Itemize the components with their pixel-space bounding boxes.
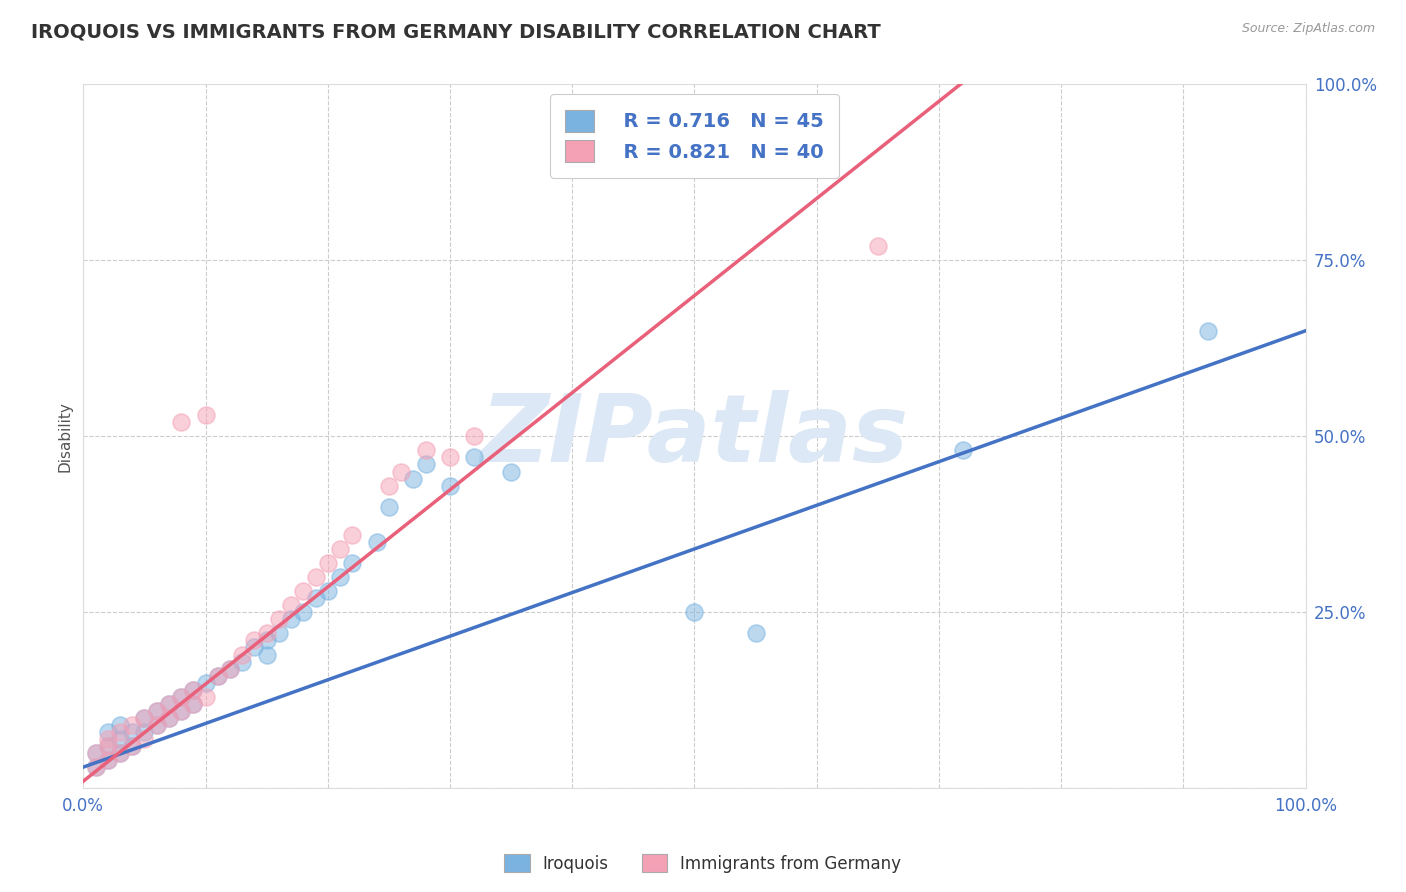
Point <box>1197 324 1219 338</box>
Point <box>108 746 131 760</box>
Point <box>145 704 167 718</box>
Legend: Iroquois, Immigrants from Germany: Iroquois, Immigrants from Germany <box>498 847 908 880</box>
Point <box>108 731 131 746</box>
Point <box>501 465 523 479</box>
Point <box>292 605 315 619</box>
Point <box>181 697 204 711</box>
Point <box>145 718 167 732</box>
Point <box>121 739 143 753</box>
Point <box>121 739 143 753</box>
Point <box>108 746 131 760</box>
Point <box>145 718 167 732</box>
Point <box>108 718 131 732</box>
Point <box>340 528 363 542</box>
Point <box>97 731 120 746</box>
Legend:   R = 0.716   N = 45,   R = 0.821   N = 40: R = 0.716 N = 45, R = 0.821 N = 40 <box>550 95 839 178</box>
Point <box>97 753 120 767</box>
Text: IROQUOIS VS IMMIGRANTS FROM GERMANY DISABILITY CORRELATION CHART: IROQUOIS VS IMMIGRANTS FROM GERMANY DISA… <box>31 22 880 41</box>
Point <box>243 633 266 648</box>
Point <box>194 675 217 690</box>
Point <box>97 739 120 753</box>
Point <box>439 478 461 492</box>
Point <box>219 662 242 676</box>
Point <box>256 633 278 648</box>
Point <box>84 760 107 774</box>
Point <box>181 682 204 697</box>
Point <box>267 626 290 640</box>
Point <box>378 500 401 514</box>
Point <box>194 690 217 704</box>
Point <box>243 640 266 655</box>
Point <box>402 472 425 486</box>
Point <box>744 626 766 640</box>
Point <box>304 570 326 584</box>
Point <box>231 648 253 662</box>
Point <box>170 690 193 704</box>
Point <box>415 443 437 458</box>
Point <box>866 239 889 253</box>
Point <box>97 725 120 739</box>
Point <box>256 626 278 640</box>
Point <box>145 704 167 718</box>
Point <box>84 746 107 760</box>
Point <box>316 556 339 570</box>
Point <box>97 753 120 767</box>
Point <box>267 612 290 626</box>
Y-axis label: Disability: Disability <box>58 401 72 472</box>
Text: Source: ZipAtlas.com: Source: ZipAtlas.com <box>1241 22 1375 36</box>
Point <box>378 478 401 492</box>
Point <box>439 450 461 465</box>
Point <box>170 704 193 718</box>
Point <box>170 415 193 429</box>
Point <box>170 690 193 704</box>
Point <box>84 746 107 760</box>
Point <box>134 725 156 739</box>
Point <box>304 591 326 606</box>
Point <box>121 718 143 732</box>
Point <box>97 739 120 753</box>
Point <box>157 697 180 711</box>
Point <box>366 535 388 549</box>
Point <box>84 760 107 774</box>
Point <box>463 429 485 443</box>
Point <box>340 556 363 570</box>
Point <box>415 458 437 472</box>
Point <box>292 584 315 599</box>
Point <box>231 655 253 669</box>
Point <box>683 605 706 619</box>
Point <box>194 408 217 422</box>
Point <box>207 668 229 682</box>
Point <box>134 711 156 725</box>
Point <box>329 570 352 584</box>
Point <box>256 648 278 662</box>
Point <box>157 697 180 711</box>
Point <box>181 697 204 711</box>
Point <box>134 711 156 725</box>
Point <box>207 668 229 682</box>
Point <box>219 662 242 676</box>
Point <box>463 450 485 465</box>
Point <box>108 725 131 739</box>
Point <box>157 711 180 725</box>
Point <box>280 599 302 613</box>
Point <box>952 443 974 458</box>
Point <box>157 711 180 725</box>
Point <box>181 682 204 697</box>
Point <box>170 704 193 718</box>
Point <box>134 731 156 746</box>
Text: ZIPatlas: ZIPatlas <box>481 391 908 483</box>
Point <box>389 465 412 479</box>
Point <box>316 584 339 599</box>
Point <box>329 541 352 556</box>
Point <box>280 612 302 626</box>
Point <box>121 725 143 739</box>
